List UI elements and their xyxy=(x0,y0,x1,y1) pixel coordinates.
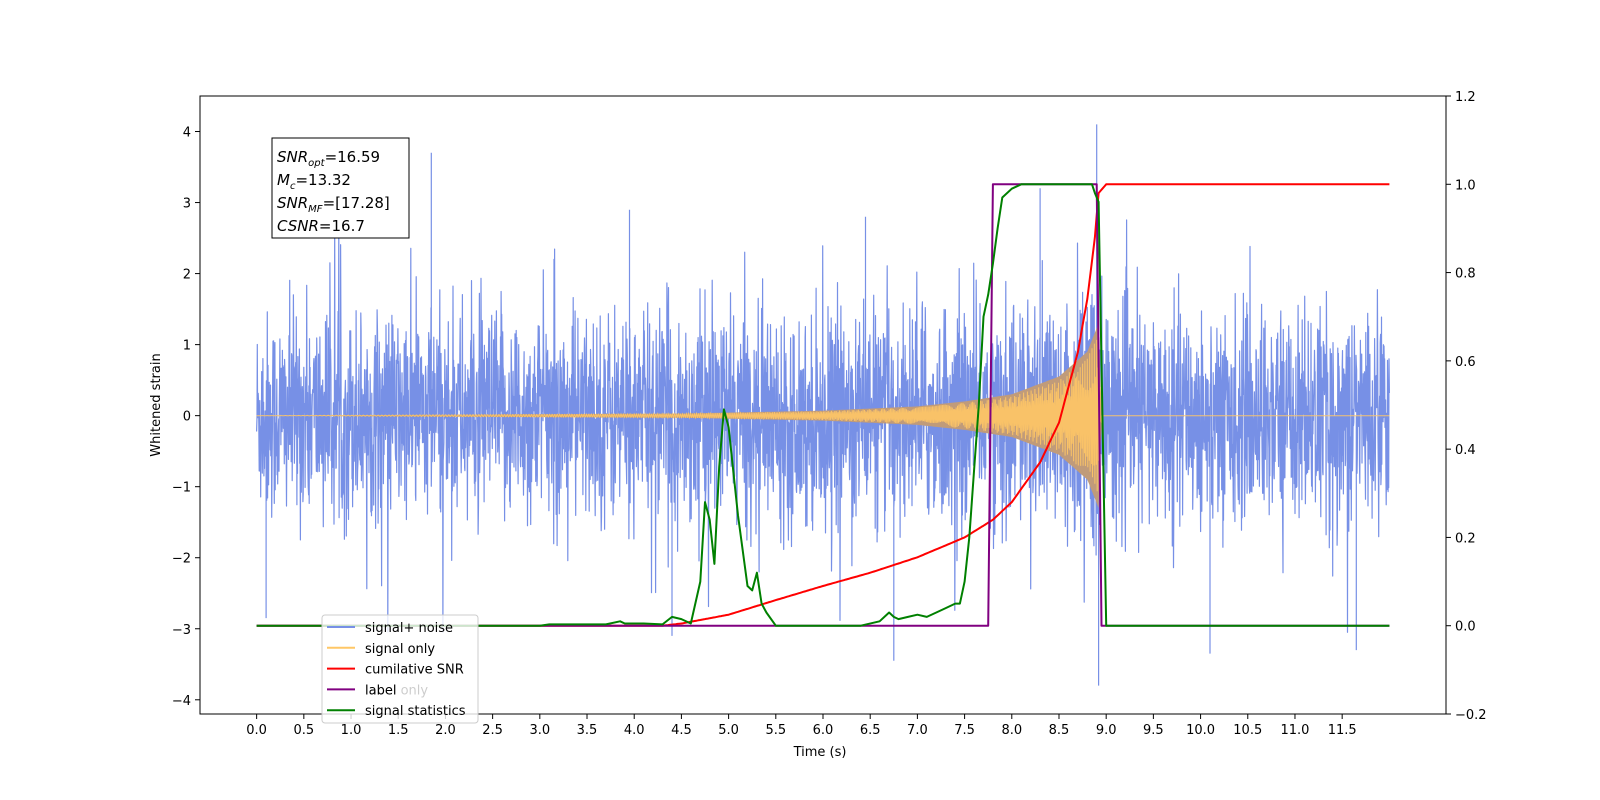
annotation-subscript: opt xyxy=(308,158,325,169)
annotation-value: =16.7 xyxy=(319,217,365,235)
y-tick-label: −3 xyxy=(172,623,191,638)
annotation-value: =16.59 xyxy=(325,148,381,166)
annotation-line: SNRopt=16.59 xyxy=(277,148,380,169)
x-tick-label: 10.5 xyxy=(1233,723,1262,738)
legend-label: signal only xyxy=(365,642,435,657)
annotation-line: CSNR=16.7 xyxy=(277,217,365,235)
x-tick-label: 5.0 xyxy=(718,723,739,738)
y2-tick-label: 1.2 xyxy=(1455,90,1476,105)
x-tick-label: 3.0 xyxy=(529,723,550,738)
y2-tick-label: 0.0 xyxy=(1455,620,1476,635)
x-tick-label: 8.0 xyxy=(1001,723,1022,738)
y2-tick-label: 0.6 xyxy=(1455,355,1476,370)
y-axis-right: −0.2 0.0 0.2 0.4 0.6 0.8 1.0 1.2 xyxy=(1446,90,1487,723)
annotation-box: SNRopt=16.59Mc=13.32SNRMF=[17.28]CSNR=16… xyxy=(271,137,410,239)
legend-label: cumilative SNR xyxy=(365,663,464,678)
annotation-symbol: CSNR xyxy=(277,217,319,235)
y-tick-label: −4 xyxy=(172,694,191,709)
legend-label: label xyxy=(365,683,396,698)
y-tick-label: 4 xyxy=(183,126,191,141)
series-signal-only xyxy=(256,339,1390,492)
x-tick-label: 0.5 xyxy=(293,723,314,738)
y2-tick-label: 0.4 xyxy=(1455,443,1476,458)
y-tick-label: 1 xyxy=(183,339,191,354)
x-axis-label: Time (s) xyxy=(793,745,847,760)
legend-label: signal statistics xyxy=(365,704,466,719)
legend-label: signal+ noise xyxy=(365,621,453,636)
x-tick-label: 8.5 xyxy=(1049,723,1070,738)
series-layer xyxy=(256,124,1390,686)
annotation-symbol: SNR xyxy=(277,148,308,166)
y2-tick-label: −0.2 xyxy=(1455,708,1487,723)
series-signal-noise xyxy=(256,124,1390,686)
y-tick-label: 0 xyxy=(183,410,191,425)
x-tick-label: 0.0 xyxy=(246,723,267,738)
annotation-subscript: MF xyxy=(308,204,323,215)
y-tick-label: −1 xyxy=(172,481,191,496)
x-tick-label: 7.0 xyxy=(907,723,928,738)
annotation-line: SNRMF=[17.28] xyxy=(277,194,390,215)
annotation-line: Mc=13.32 xyxy=(277,171,351,192)
legend: signal onlylabel onlysignal+ noisesignal… xyxy=(321,614,479,724)
x-tick-label: 11.5 xyxy=(1328,723,1357,738)
x-tick-label: 3.5 xyxy=(577,723,598,738)
annotation-subscript: c xyxy=(290,181,296,192)
annotation-value: =[17.28] xyxy=(323,194,390,212)
annotation-symbol: SNR xyxy=(277,194,308,212)
y-tick-label: 2 xyxy=(183,268,191,283)
y2-tick-label: 0.2 xyxy=(1455,531,1476,546)
x-tick-label: 6.5 xyxy=(860,723,881,738)
annotation-frame xyxy=(271,137,410,239)
x-tick-label: 7.5 xyxy=(954,723,975,738)
x-tick-label: 1.0 xyxy=(341,723,362,738)
series-signal-statistics xyxy=(256,183,1390,627)
y-tick-label: −2 xyxy=(172,552,191,567)
x-tick-label: 1.5 xyxy=(388,723,409,738)
x-tick-label: 11.0 xyxy=(1280,723,1309,738)
x-tick-label: 10.0 xyxy=(1186,723,1215,738)
x-tick-label: 2.0 xyxy=(435,723,456,738)
y-tick-label: 3 xyxy=(183,197,191,212)
x-tick-label: 4.0 xyxy=(624,723,645,738)
y-axis-label: Whitened strain xyxy=(149,353,164,456)
y-axis-left: −4 −3 −2 −1 0 1 2 3 4 xyxy=(172,126,200,709)
x-tick-label: 9.5 xyxy=(1143,723,1164,738)
y2-tick-label: 1.0 xyxy=(1455,178,1476,193)
annotation-value: =13.32 xyxy=(295,171,351,189)
x-tick-label: 9.0 xyxy=(1096,723,1117,738)
annotation-symbol: M xyxy=(277,171,290,189)
y2-tick-label: 0.8 xyxy=(1455,267,1476,282)
legend-frame xyxy=(321,614,479,724)
x-axis: 0.0 0.5 1.0 1.5 2.0 2.5 3.0 3.5 4.0 4.5 5.0 5.5 6.0 6… xyxy=(246,714,1357,738)
x-tick-label: 6.0 xyxy=(813,723,834,738)
x-tick-label: 5.5 xyxy=(765,723,786,738)
x-tick-label: 2.5 xyxy=(482,723,503,738)
x-tick-label: 4.5 xyxy=(671,723,692,738)
